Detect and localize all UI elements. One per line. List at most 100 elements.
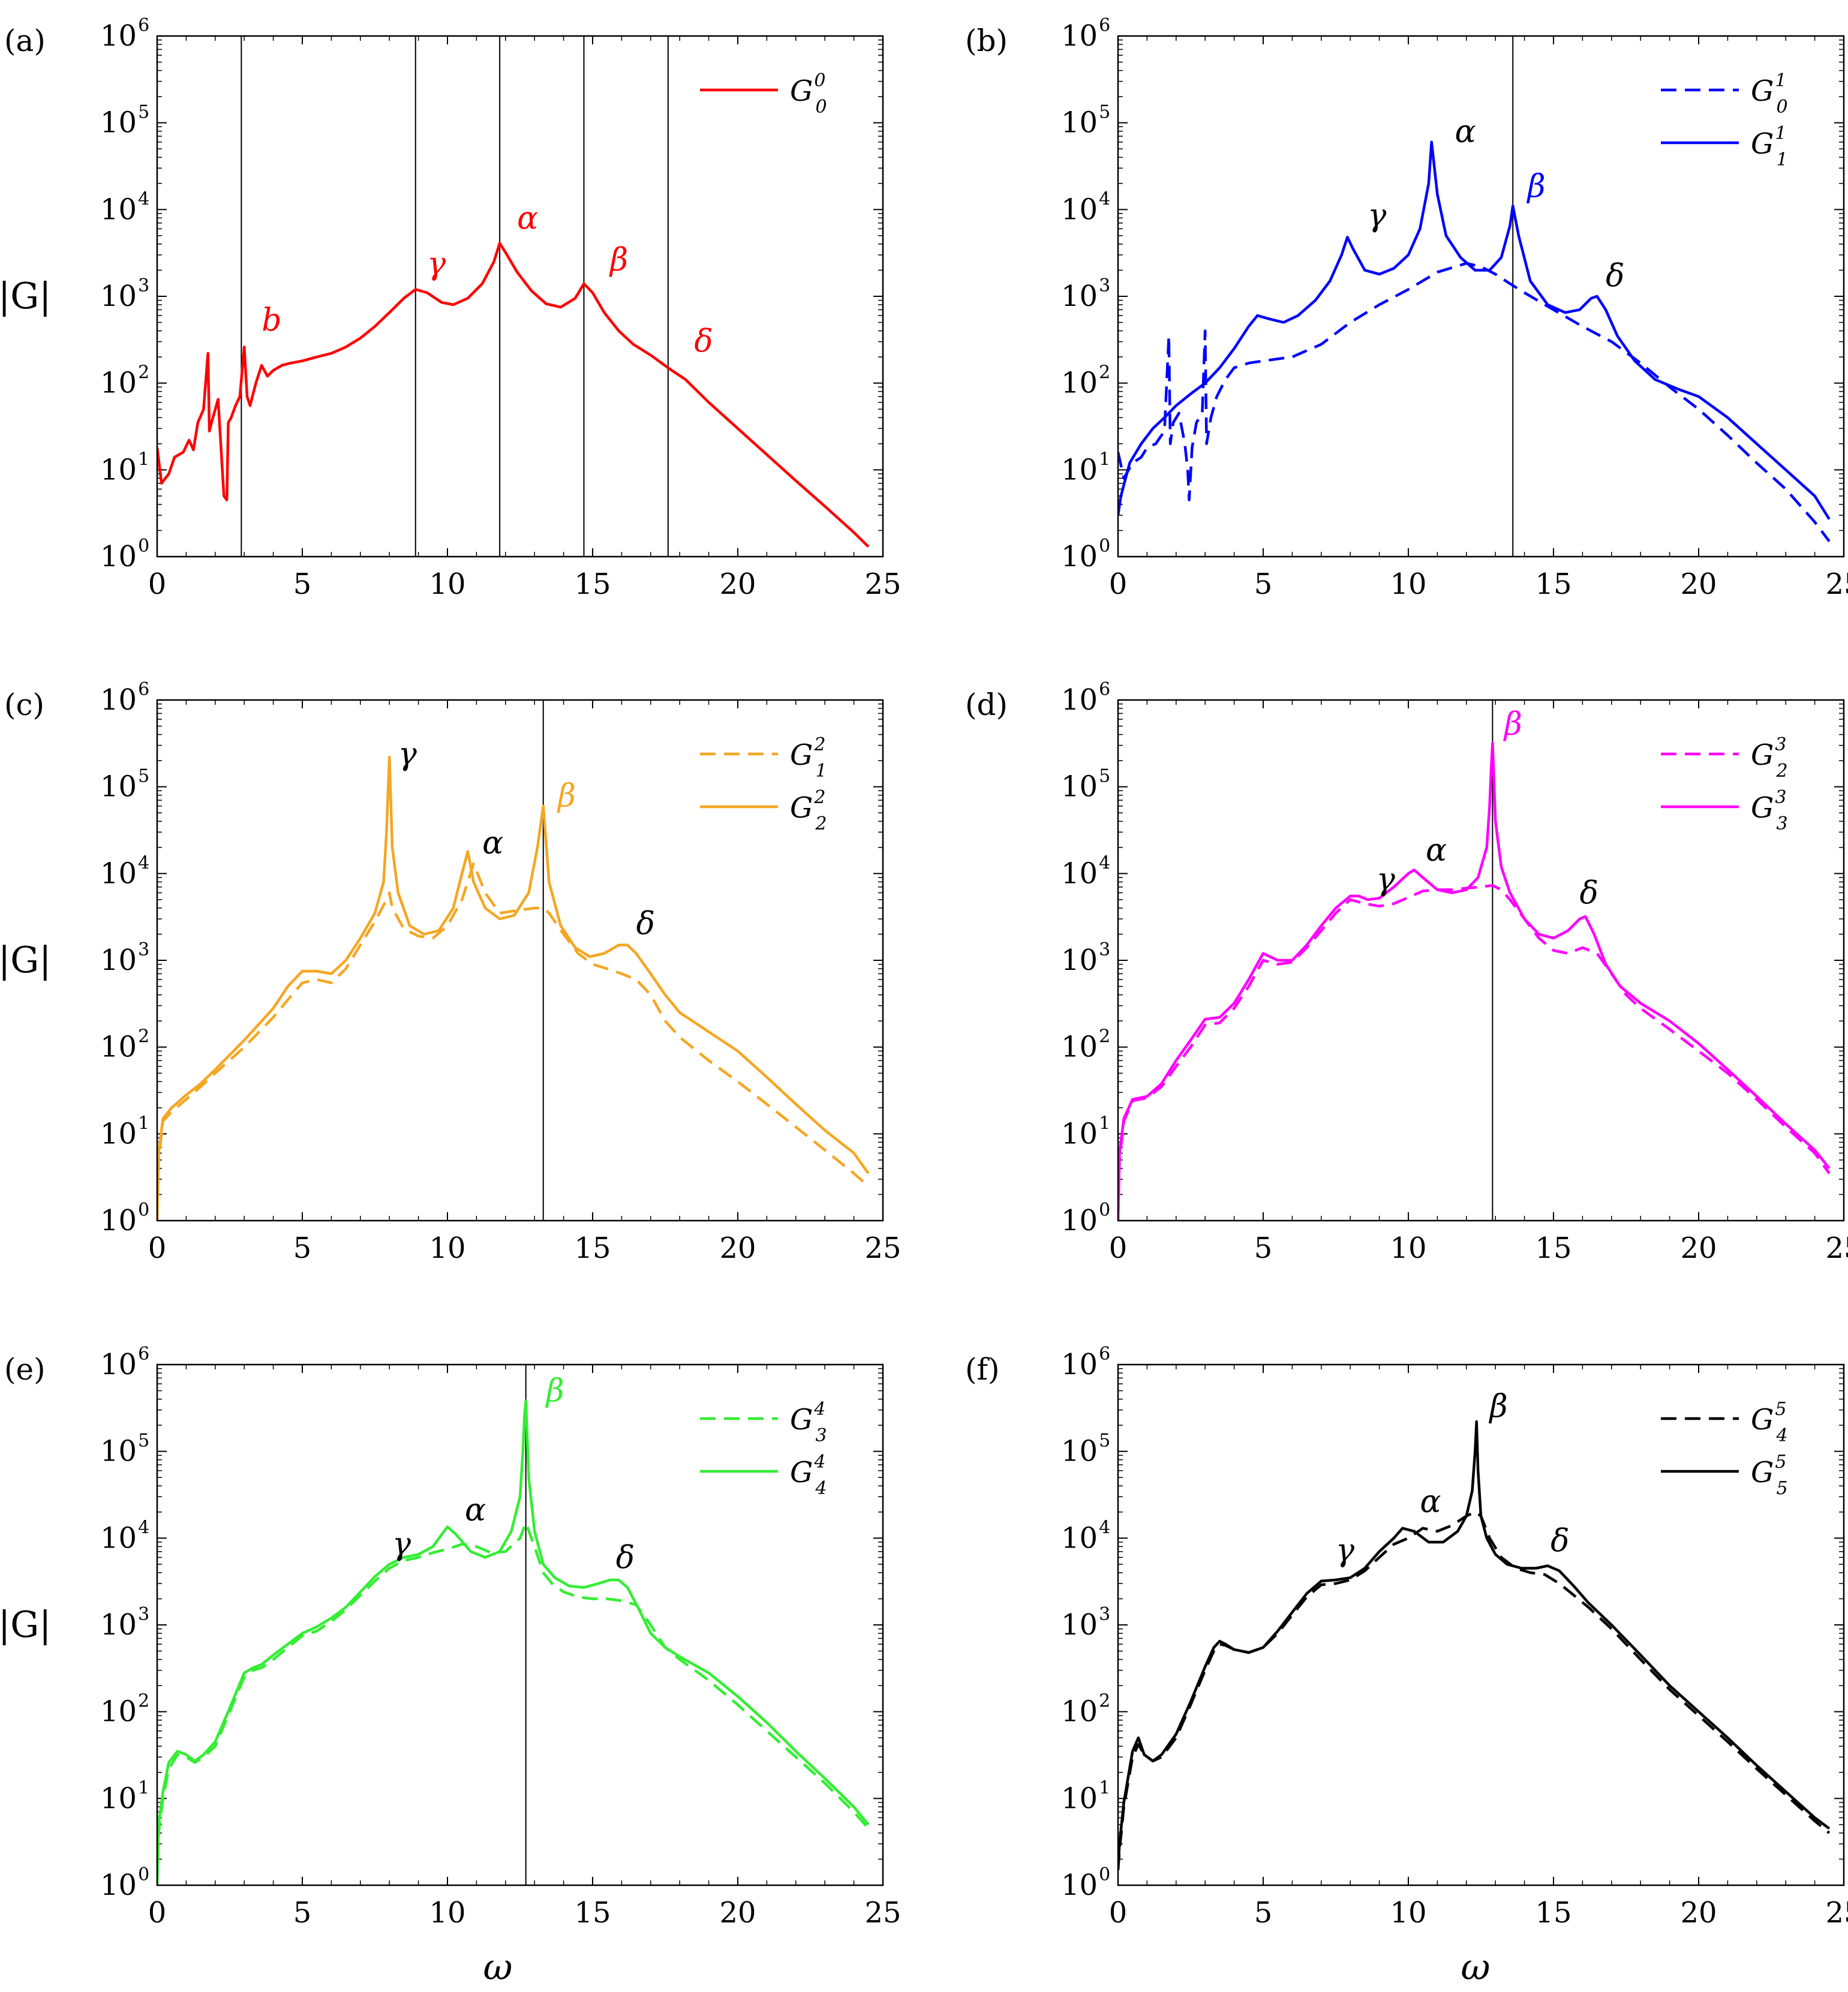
- y-tick-label: 103: [1061, 1604, 1110, 1642]
- legend-label: G4 4: [790, 1452, 827, 1499]
- plot-frame: [1117, 699, 1845, 1222]
- legend-label: G1 0: [1751, 70, 1788, 118]
- y-tick-label: 100: [1061, 1200, 1110, 1237]
- panel-3: (c) |G| 0 5 10 15 20 25 100 101 102 103 104 105 106 γ α β…: [0, 679, 902, 1265]
- series-line-G_2^3: [1118, 884, 1831, 1221]
- x-tick-label: 15: [1535, 1896, 1571, 1930]
- y-tick-label: 101: [1061, 449, 1110, 486]
- plot-frame: [156, 699, 884, 1222]
- x-tick-label: 15: [574, 567, 611, 601]
- peak-label: γ: [392, 1526, 411, 1562]
- y-tick-label: 102: [1061, 362, 1110, 400]
- x-tick-label: 20: [1680, 567, 1717, 601]
- legend-label: G0 0: [790, 70, 827, 118]
- panel-label: (f): [965, 1352, 1000, 1387]
- panel-label: (e): [4, 1352, 46, 1387]
- y-axis-title: |G|: [0, 1604, 51, 1646]
- peak-label: β: [1503, 707, 1522, 743]
- y-tick-label: 106: [1061, 15, 1110, 53]
- y-tick-label: 106: [100, 15, 149, 53]
- x-tick-label: 5: [293, 1231, 312, 1265]
- y-tick-label: 104: [1061, 1517, 1110, 1555]
- y-tick-label: 100: [100, 536, 149, 573]
- peak-label: α: [517, 200, 538, 236]
- panel-6: (f) 0 5 10 15 20 25 100 101 102 103 104 105 106 γ α β δ G5…: [965, 1344, 1848, 1930]
- y-tick-label: 101: [100, 1113, 149, 1150]
- series-line-G_4^4: [157, 1399, 870, 1885]
- y-axis-title: |G|: [0, 275, 51, 317]
- x-tick-label: 0: [1109, 1896, 1128, 1930]
- plot-frame: [1117, 1363, 1845, 1886]
- y-tick-label: 100: [1061, 536, 1110, 573]
- x-tick-label: 10: [429, 567, 465, 601]
- y-tick-label: 102: [100, 1691, 149, 1729]
- y-tick-label: 104: [1061, 188, 1110, 226]
- y-tick-label: 101: [100, 1777, 149, 1815]
- y-tick-label: 104: [100, 188, 149, 226]
- y-tick-label: 106: [100, 679, 149, 717]
- x-tick-label: 20: [1680, 1231, 1717, 1265]
- panel-4: (d) 0 5 10 15 20 25 100 101 102 103 104 105 106 γα β δ G3…: [965, 679, 1848, 1265]
- y-tick-label: 105: [100, 766, 149, 804]
- peak-label: δ: [616, 1540, 635, 1576]
- x-tick-label: 10: [429, 1896, 465, 1930]
- y-tick-label: 105: [100, 1431, 149, 1468]
- peak-label: δ: [1580, 876, 1598, 912]
- legend-label: G3 3: [1751, 787, 1788, 834]
- x-tick-label: 20: [719, 567, 756, 601]
- x-tick-label: 10: [429, 1231, 465, 1265]
- x-tick-label: 25: [864, 1896, 901, 1930]
- plot-frame: [156, 35, 884, 558]
- panel-label: (c): [4, 687, 44, 722]
- y-tick-label: 102: [100, 362, 149, 400]
- y-tick-label: 100: [1061, 1864, 1110, 1902]
- y-tick-label: 104: [1061, 852, 1110, 890]
- legend-label: G2 2: [790, 787, 827, 834]
- x-tick-label: 10: [1390, 567, 1426, 601]
- y-tick-label: 105: [1061, 102, 1110, 140]
- peak-label: γ: [1377, 861, 1396, 897]
- peak-label: δ: [1606, 259, 1624, 295]
- y-tick-label: 104: [100, 1517, 149, 1555]
- x-tick-label: 10: [1390, 1896, 1426, 1930]
- legend-label: G5 5: [1751, 1452, 1788, 1499]
- y-tick-label: 104: [100, 852, 149, 890]
- legend-label: G4 3: [790, 1399, 827, 1446]
- y-tick-label: 106: [100, 1344, 149, 1381]
- panel-label: (a): [4, 23, 46, 58]
- peak-label: α: [1420, 1484, 1441, 1520]
- x-tick-label: 15: [1535, 567, 1571, 601]
- x-tick-label: 25: [1825, 1896, 1848, 1930]
- x-tick-label: 5: [293, 1896, 312, 1930]
- legend-label: G1 1: [1751, 123, 1788, 170]
- peak-label: β: [557, 778, 576, 814]
- panel-label: (b): [965, 23, 1008, 58]
- panel-5: (e) |G| 0 5 10 15 20 25 100 101 102 103 104 105 106 γ α β…: [0, 1344, 902, 1930]
- series-line-G_3^3: [1118, 741, 1831, 1221]
- peak-label: α: [482, 825, 503, 861]
- x-tick-label: 25: [864, 567, 901, 601]
- series-line-G_2^2: [157, 755, 870, 1221]
- y-axis-title: |G|: [0, 939, 51, 981]
- x-axis-title-right: ω: [1461, 1946, 1491, 1988]
- series-line-G_0^1: [1118, 262, 1831, 542]
- x-tick-label: 0: [1109, 567, 1128, 601]
- panel-1: (a) |G| 0 5 10 15 20 25 100 101 102 103 104 105 106 b γ α…: [0, 15, 902, 601]
- peak-label: δ: [636, 906, 655, 942]
- y-tick-label: 100: [100, 1200, 149, 1237]
- y-tick-label: 101: [100, 449, 149, 486]
- series-line-G_1^1: [1118, 140, 1831, 520]
- x-tick-label: 15: [574, 1896, 611, 1930]
- peak-label: α: [1455, 114, 1476, 150]
- peak-label: α: [465, 1492, 486, 1528]
- x-tick-label: 5: [293, 567, 312, 601]
- x-tick-label: 20: [719, 1231, 756, 1265]
- y-tick-label: 101: [1061, 1777, 1110, 1815]
- panel-2: (b) 0 5 10 15 20 25 100 101 102 103 104 105 106 γ α β δ G1…: [965, 15, 1848, 601]
- y-tick-label: 106: [1061, 1344, 1110, 1381]
- y-tick-label: 105: [100, 102, 149, 140]
- plot-frame: [1117, 35, 1845, 558]
- x-tick-label: 5: [1254, 1896, 1273, 1930]
- x-axis-title-left: ω: [483, 1946, 513, 1988]
